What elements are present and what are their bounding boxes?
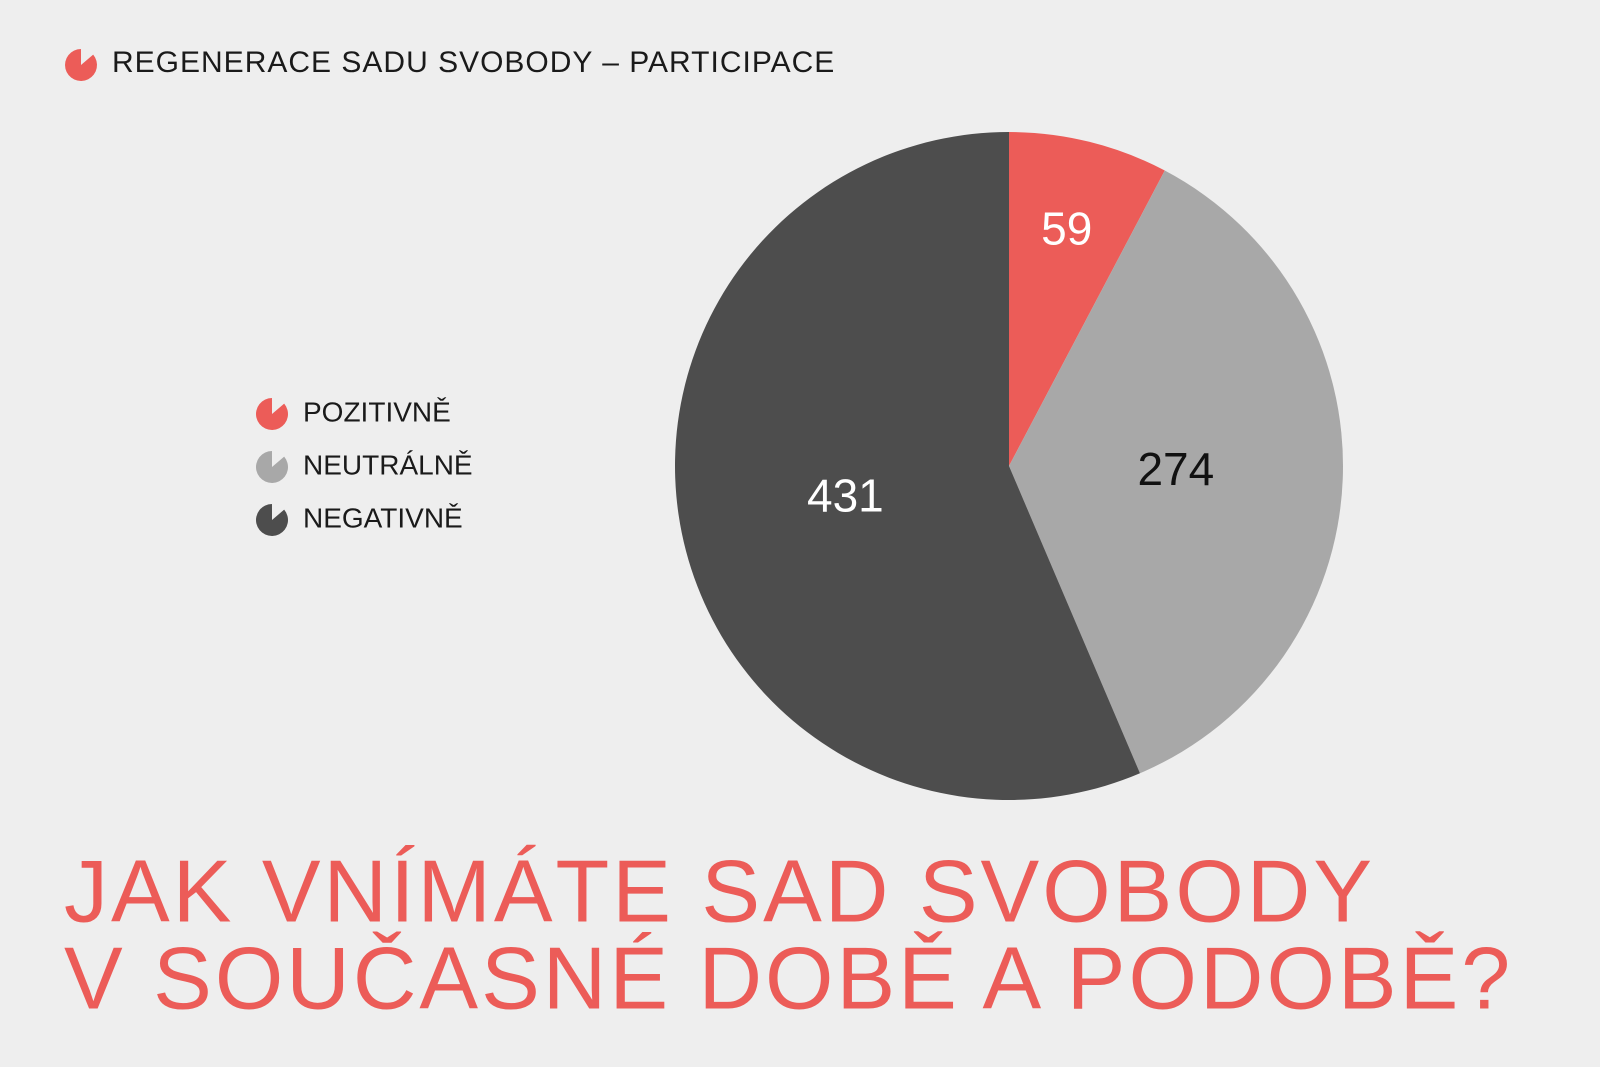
data-label: 431 bbox=[807, 470, 884, 522]
pie-slice bbox=[1009, 170, 1344, 774]
title-line: JAK VNÍMÁTE SAD SVOBODY bbox=[64, 841, 1375, 940]
legend-label: POZITIVNĚ bbox=[303, 396, 451, 427]
legend-icon bbox=[256, 398, 288, 430]
title-line: V SOUČASNÉ DOBĚ A PODOBĚ? bbox=[64, 928, 1513, 1027]
legend-icon bbox=[65, 49, 97, 81]
legend-icon bbox=[256, 504, 288, 536]
pie-slice bbox=[675, 132, 1140, 800]
data-label: 274 bbox=[1137, 443, 1214, 495]
legend-icon bbox=[256, 451, 288, 484]
header: REGENERACE SADU SVOBODY – PARTICIPACE bbox=[112, 46, 835, 79]
legend-label: NEUTRÁLNĚ bbox=[303, 449, 473, 480]
pie-slice bbox=[1009, 132, 1165, 466]
data-label: 59 bbox=[1041, 203, 1092, 255]
legend-label: NEGATIVNĚ bbox=[303, 502, 463, 533]
